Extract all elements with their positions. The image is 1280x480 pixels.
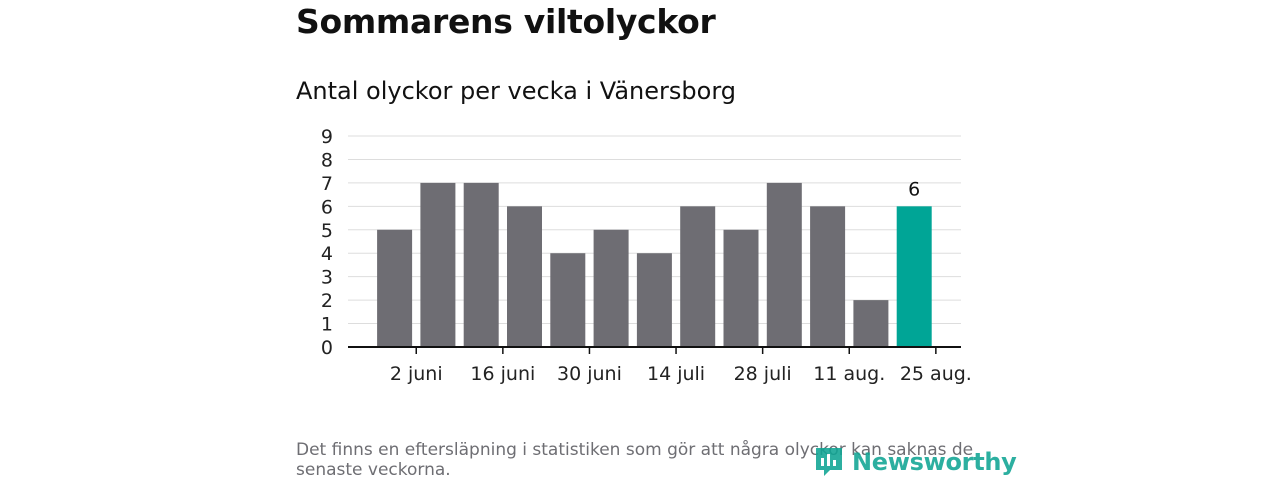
bar (593, 229, 629, 347)
bar (420, 182, 456, 347)
bar (766, 182, 802, 347)
x-tick-label: 11 aug. (813, 363, 885, 385)
y-tick-label: 7 (321, 173, 333, 195)
chart-title: Sommarens viltolyckor (296, 2, 716, 41)
y-tick-label: 6 (321, 196, 333, 218)
y-tick-label: 1 (321, 314, 333, 336)
y-tick-label: 5 (321, 220, 333, 242)
bar (463, 182, 499, 347)
x-tick-label: 2 juni (390, 363, 443, 385)
bar (636, 253, 672, 347)
bar (896, 206, 932, 347)
newsworthy-logo[interactable]: Newsworthy (814, 446, 1017, 478)
x-tick-label: 16 juni (470, 363, 535, 385)
x-tick-label: 30 juni (557, 363, 622, 385)
x-tick-label: 28 juli (734, 363, 792, 385)
bar (377, 229, 413, 347)
x-tick-label: 14 juli (647, 363, 705, 385)
newsworthy-logo-icon (816, 448, 842, 476)
bar (853, 300, 889, 347)
data-label: 6 (908, 178, 920, 200)
y-tick-label: 9 (321, 126, 333, 148)
bar (723, 229, 759, 347)
bar (680, 206, 716, 347)
y-tick-label: 3 (321, 267, 333, 289)
y-tick-label: 2 (321, 290, 333, 312)
brand-name: Newsworthy (852, 448, 1017, 476)
footnote: Det finns en eftersläpning i statistiken… (296, 440, 974, 480)
y-tick-label: 4 (321, 243, 333, 265)
y-tick-label: 8 (321, 149, 333, 171)
bar (550, 253, 586, 347)
y-tick-label: 0 (321, 337, 333, 359)
chart-subtitle: Antal olyckor per vecka i Vänersborg (296, 77, 736, 105)
bar (507, 206, 542, 347)
bar (810, 206, 846, 347)
x-tick-label: 25 aug. (900, 363, 972, 385)
